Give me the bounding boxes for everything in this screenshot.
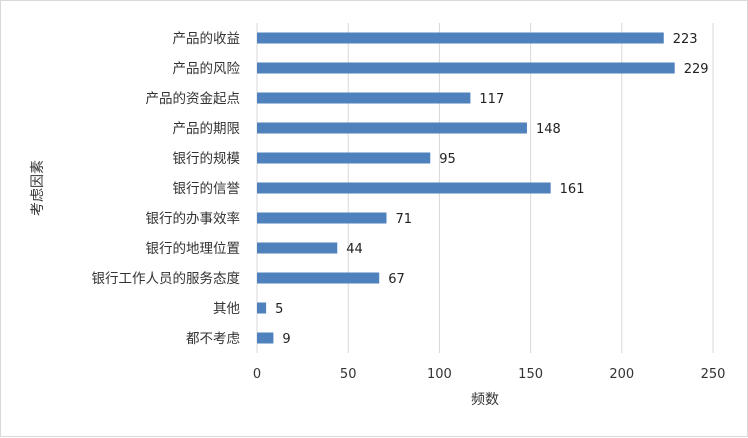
bar xyxy=(257,92,471,104)
data-label: 117 xyxy=(479,92,504,107)
bar xyxy=(257,302,267,314)
data-label: 71 xyxy=(396,212,413,227)
bar xyxy=(257,332,274,344)
x-axis-title: 频数 xyxy=(471,392,499,408)
y-axis-title: 考虑因素 xyxy=(30,160,46,216)
category-label: 银行的规模 xyxy=(173,151,241,167)
bar xyxy=(257,152,431,164)
x-tick-label: 200 xyxy=(609,367,634,382)
category-label: 都不考虑 xyxy=(186,331,240,347)
x-tick-label: 100 xyxy=(427,367,452,382)
bar xyxy=(257,212,387,224)
category-label: 银行的信誉 xyxy=(173,181,241,197)
category-label: 银行工作人员的服务态度 xyxy=(92,271,241,287)
data-label: 223 xyxy=(673,32,698,47)
data-label: 161 xyxy=(560,182,585,197)
category-label: 产品的资金起点 xyxy=(146,91,241,107)
data-labels: 223 229 117 148 95 161 71 44 67 5 9 xyxy=(275,32,708,347)
x-tick-label: 150 xyxy=(518,367,543,382)
category-label: 银行的地理位置 xyxy=(146,241,241,257)
bar xyxy=(257,122,527,134)
bar xyxy=(257,272,380,284)
bar xyxy=(257,32,664,44)
data-label: 9 xyxy=(282,332,290,347)
x-tick-label: 0 xyxy=(253,367,261,382)
category-labels: 产品的收益产品的风险产品的资金起点产品的期限银行的规模银行的信誉银行的办事效率银… xyxy=(92,31,241,347)
category-label: 产品的风险 xyxy=(173,61,241,77)
bar xyxy=(257,182,551,194)
data-label: 229 xyxy=(684,62,709,77)
category-label: 其他 xyxy=(213,301,240,317)
bars xyxy=(257,32,675,344)
data-label: 44 xyxy=(346,242,363,257)
x-tick-label: 50 xyxy=(340,367,357,382)
x-tick-label: 250 xyxy=(701,367,726,382)
category-label: 银行的办事效率 xyxy=(146,210,241,227)
category-label: 产品的期限 xyxy=(173,121,241,137)
data-label: 67 xyxy=(388,272,405,287)
data-label: 148 xyxy=(536,122,561,137)
data-label: 95 xyxy=(439,152,456,167)
data-label: 5 xyxy=(275,302,283,317)
x-tick-labels: 0 50 100 150 200 250 xyxy=(253,367,726,382)
bar xyxy=(257,242,338,254)
category-label: 产品的收益 xyxy=(173,31,241,47)
bar xyxy=(257,62,675,74)
